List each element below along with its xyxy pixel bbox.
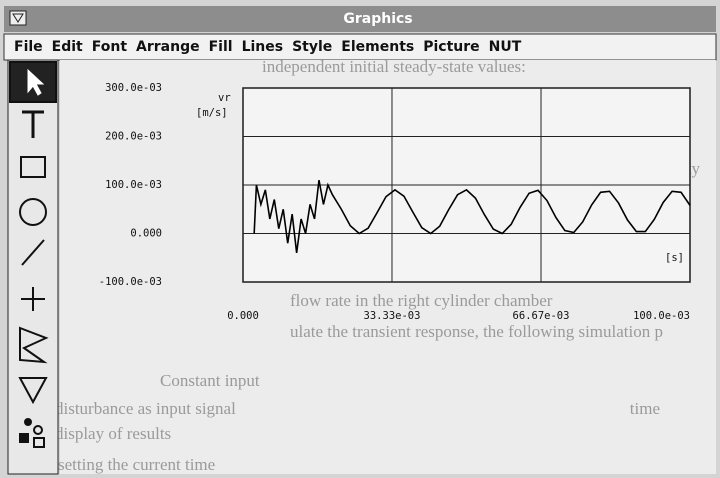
- y-tick-label: -100.0e-03: [99, 276, 162, 288]
- menu-item[interactable]: Lines: [242, 39, 284, 55]
- y-tick-label: 300.0e-03: [105, 82, 162, 94]
- background-line: Constant input: [160, 371, 260, 390]
- background-line: ulate the transient response, the follow…: [290, 322, 663, 341]
- y-tick-label: 200.0e-03: [105, 131, 162, 143]
- y-axis-label: vr: [218, 92, 231, 104]
- window-title: Graphics: [343, 11, 412, 27]
- y-tick-label: 100.0e-03: [105, 179, 162, 191]
- menu-item[interactable]: File: [14, 39, 43, 55]
- menu-item[interactable]: Elements: [341, 39, 414, 55]
- background-line: setting the current time: [58, 455, 215, 474]
- menu-item[interactable]: Fill: [209, 39, 233, 55]
- screen: Graphics File Edit Font Arrange Fill Lines Sty…: [0, 0, 720, 478]
- y-tick-label: 0.000: [130, 228, 162, 240]
- x-tick-label: 66.67e-03: [513, 310, 570, 322]
- menu-item[interactable]: Edit: [52, 39, 83, 55]
- background-line: time: [630, 399, 660, 418]
- menu-item[interactable]: NUT: [489, 39, 522, 55]
- y-axis-unit: [m/s]: [196, 107, 228, 119]
- x-tick-label: 100.0e-03: [633, 310, 690, 322]
- x-tick-label: 0.000: [227, 310, 259, 322]
- background-line: independent initial steady-state values:: [262, 57, 526, 76]
- x-tick-label: 33.33e-03: [364, 310, 421, 322]
- x-axis-label: [s]: [665, 252, 684, 264]
- background-line: disturbance as input signal: [55, 399, 236, 418]
- menu-item[interactable]: Arrange: [136, 39, 200, 55]
- menu-item[interactable]: Font: [92, 39, 128, 55]
- menu-item[interactable]: Style: [292, 39, 332, 55]
- menu-item[interactable]: Picture: [423, 39, 479, 55]
- background-line: display of results: [55, 424, 171, 443]
- shape-icon: [20, 434, 28, 442]
- background-line: flow rate in the right cylinder chamber: [290, 291, 553, 310]
- shape-icon[interactable]: [25, 419, 31, 425]
